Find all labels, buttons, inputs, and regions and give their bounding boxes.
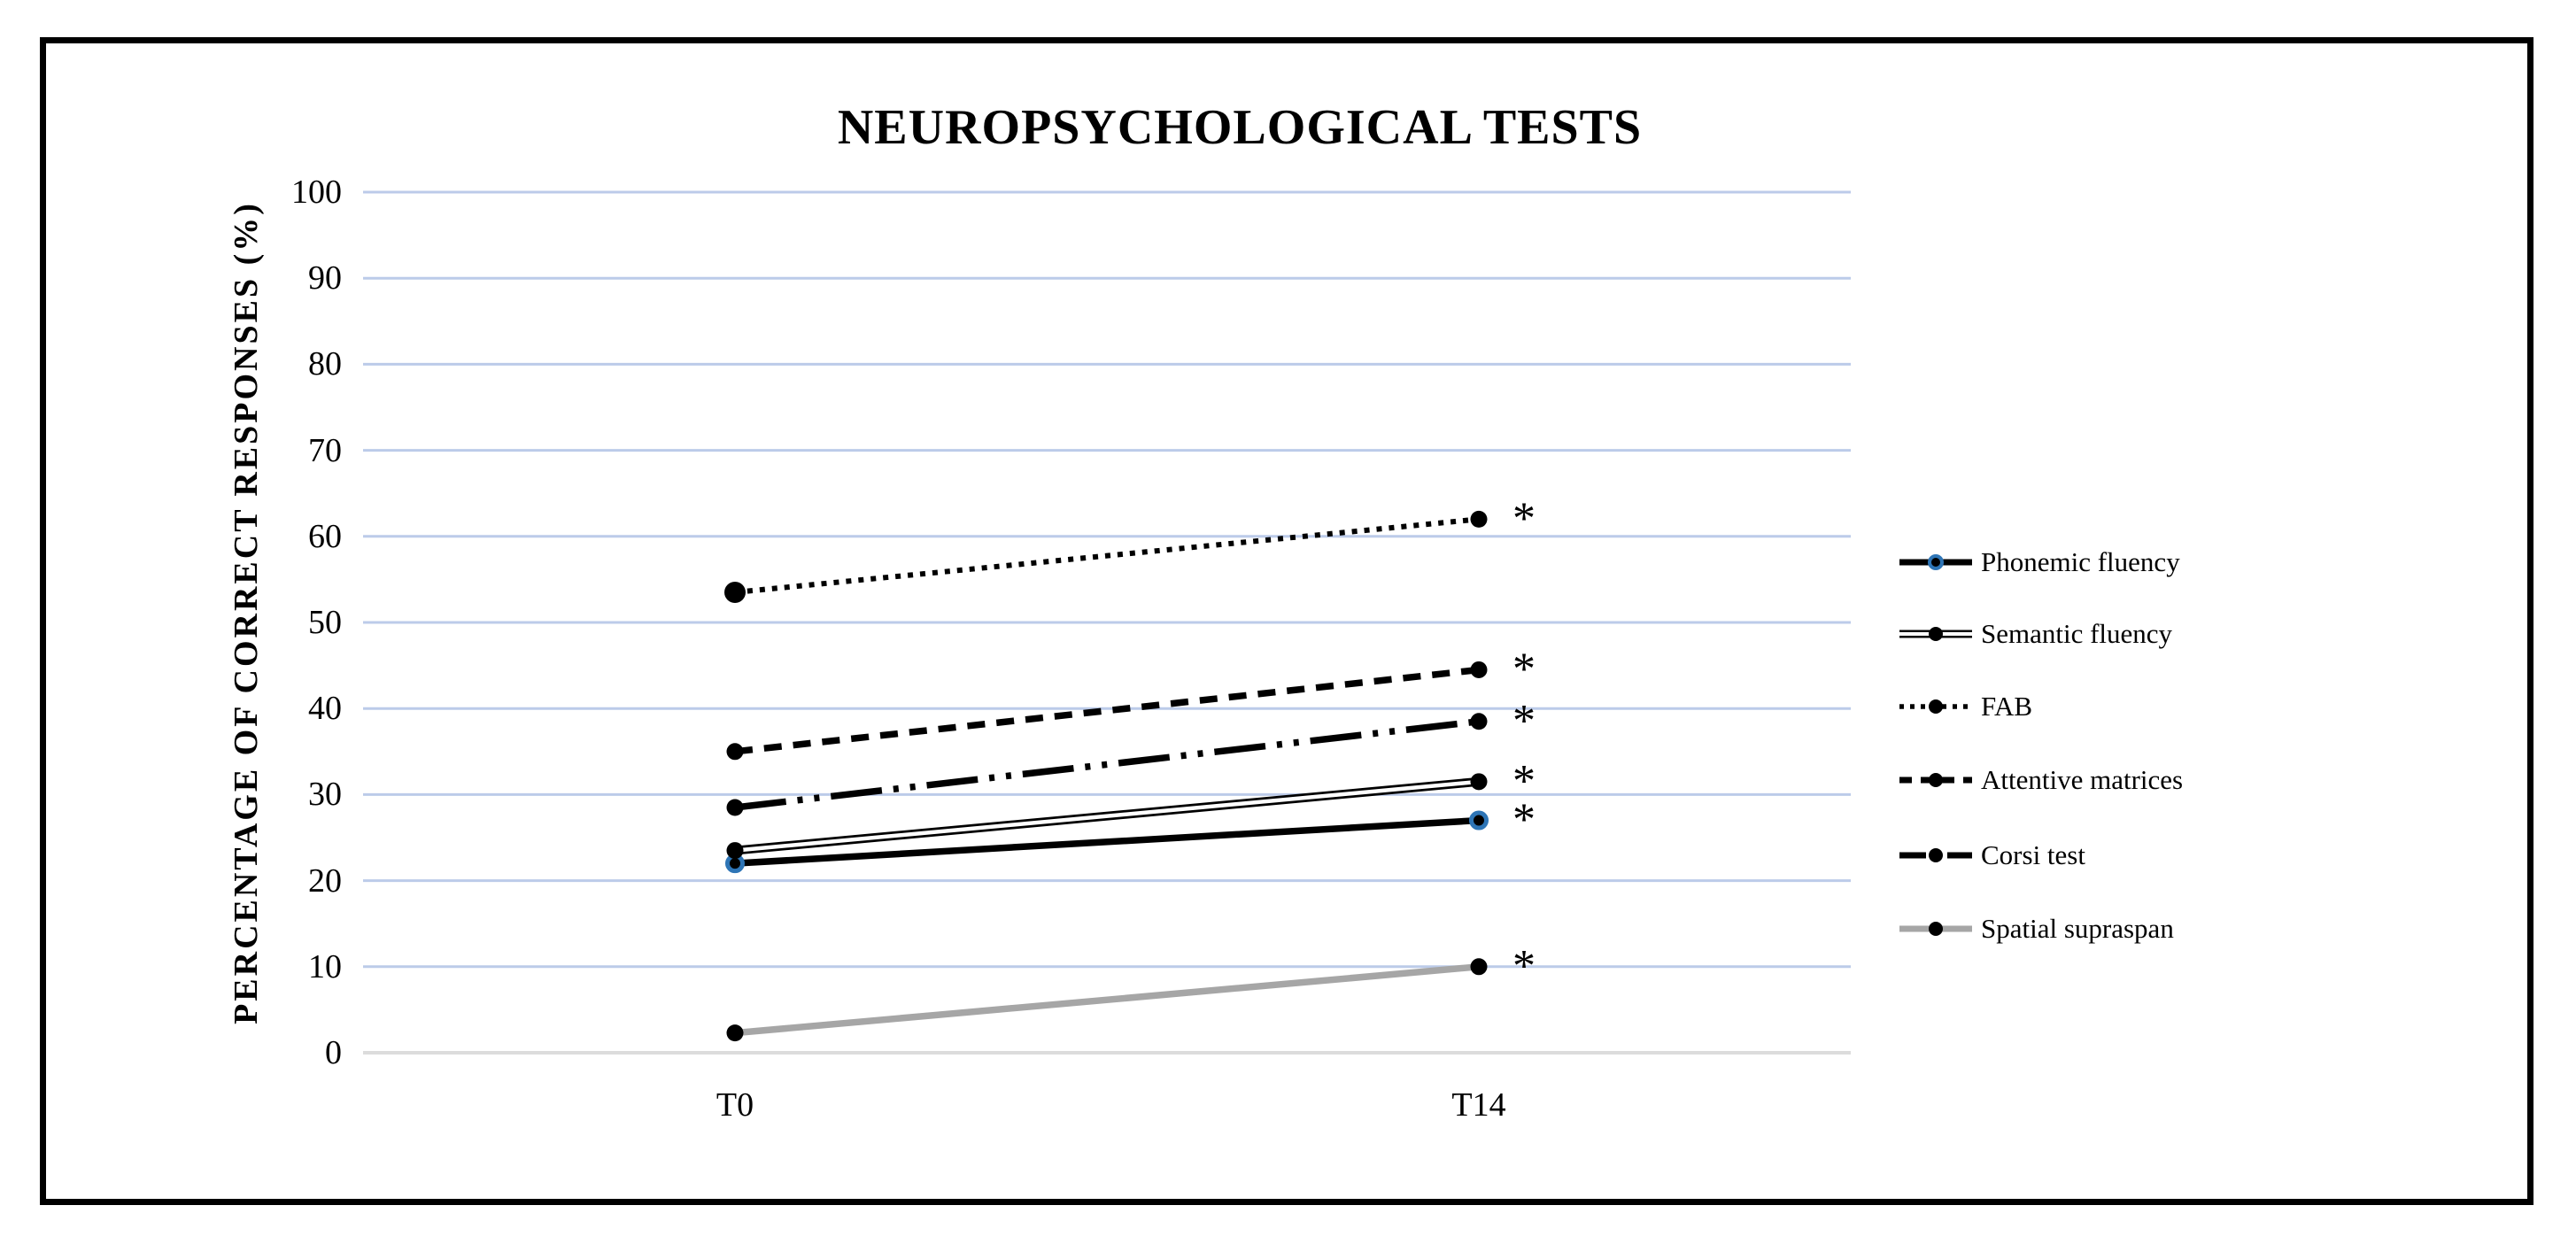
legend-label-fab: FAB xyxy=(1981,691,2033,722)
marker-spatial-supraspan-t14 xyxy=(1470,958,1488,976)
legend-item-corsi-test: Corsi test xyxy=(1898,839,2085,871)
marker-corsi-test-t0 xyxy=(726,799,744,816)
y-tick-label-60: 60 xyxy=(308,517,342,555)
series-line-phonemic-fluency xyxy=(734,816,1480,867)
significance-asterisk-fab: * xyxy=(1512,493,1536,544)
y-tick-label-10: 10 xyxy=(308,947,342,985)
marker-fab-t14 xyxy=(1470,510,1488,528)
significance-asterisk-spatial-supraspan: * xyxy=(1512,941,1536,992)
y-tick-label-50: 50 xyxy=(308,604,342,641)
legend-marker-attentive-matrices xyxy=(1929,773,1943,787)
legend-label-spatial-supraspan: Spatial supraspan xyxy=(1981,913,2174,944)
legend-label-corsi-test: Corsi test xyxy=(1981,839,2085,870)
legend-marker-phonemic-fluency xyxy=(1928,554,1944,570)
x-tick-label-t0: T0 xyxy=(716,1086,754,1124)
significance-asterisk-semantic-fluency: * xyxy=(1512,756,1536,807)
legend-marker-semantic-fluency xyxy=(1929,627,1943,641)
significance-asterisk-attentive-matrices: * xyxy=(1512,644,1536,694)
y-tick-label-30: 30 xyxy=(308,776,342,814)
legend-marker-spatial-supraspan xyxy=(1929,922,1943,936)
series-line-spatial-supraspan xyxy=(734,963,1480,1037)
legend-swatch-attentive-matrices xyxy=(1899,773,1972,787)
legend-swatch-fab xyxy=(1899,699,1972,714)
legend-marker-corsi-test xyxy=(1929,848,1943,862)
legend-label-attentive-matrices: Attentive matrices xyxy=(1981,764,2184,795)
series-line-fab xyxy=(734,516,1480,595)
legend-marker-fab xyxy=(1929,699,1943,714)
x-tick-label-t14: T14 xyxy=(1451,1086,1506,1124)
significance-asterisk-corsi-test: * xyxy=(1512,696,1536,746)
y-tick-label-90: 90 xyxy=(308,259,342,297)
y-tick-label-100: 100 xyxy=(291,174,342,211)
series-line-corsi-test xyxy=(734,718,1480,811)
chart-title: NEUROPSYCHOLOGICAL TESTS xyxy=(837,100,1643,155)
marker-attentive-matrices-t14 xyxy=(1470,661,1488,678)
y-tick-label-20: 20 xyxy=(308,862,342,900)
legend-item-phonemic-fluency: Phonemic fluency xyxy=(1898,546,2180,578)
marker-attentive-matrices-t0 xyxy=(726,743,744,761)
legend-swatch-spatial-supraspan xyxy=(1899,922,1972,936)
legend-item-semantic-fluency: Semantic fluency xyxy=(1898,618,2172,650)
marker-semantic-fluency-t0 xyxy=(726,842,744,860)
legend-item-attentive-matrices: Attentive matrices xyxy=(1898,764,2183,796)
series-line-semantic-fluency-core xyxy=(734,779,1480,853)
legend-label-phonemic-fluency: Phonemic fluency xyxy=(1981,546,2180,577)
marker-corsi-test-t14 xyxy=(1470,713,1488,730)
marker-fab-t0 xyxy=(724,581,746,603)
marker-semantic-fluency-t14 xyxy=(1470,773,1488,791)
legend-item-spatial-supraspan: Spatial supraspan xyxy=(1898,913,2174,945)
y-tick-label-70: 70 xyxy=(308,431,342,469)
significance-asterisk-phonemic-fluency: * xyxy=(1512,795,1536,846)
legend-swatch-corsi-test xyxy=(1899,848,1972,862)
legend-label-semantic-fluency: Semantic fluency xyxy=(1981,618,2173,649)
legend-swatch-phonemic-fluency xyxy=(1899,554,1972,570)
series-line-attentive-matrices xyxy=(734,666,1480,755)
marker-phonemic-fluency-t14 xyxy=(1469,810,1489,831)
y-tick-label-0: 0 xyxy=(325,1034,342,1071)
y-tick-label-80: 80 xyxy=(308,345,342,383)
y-tick-label-40: 40 xyxy=(308,690,342,728)
marker-spatial-supraspan-t0 xyxy=(726,1024,744,1042)
legend-item-fab: FAB xyxy=(1898,691,2032,722)
legend-swatch-semantic-fluency xyxy=(1899,627,1972,641)
